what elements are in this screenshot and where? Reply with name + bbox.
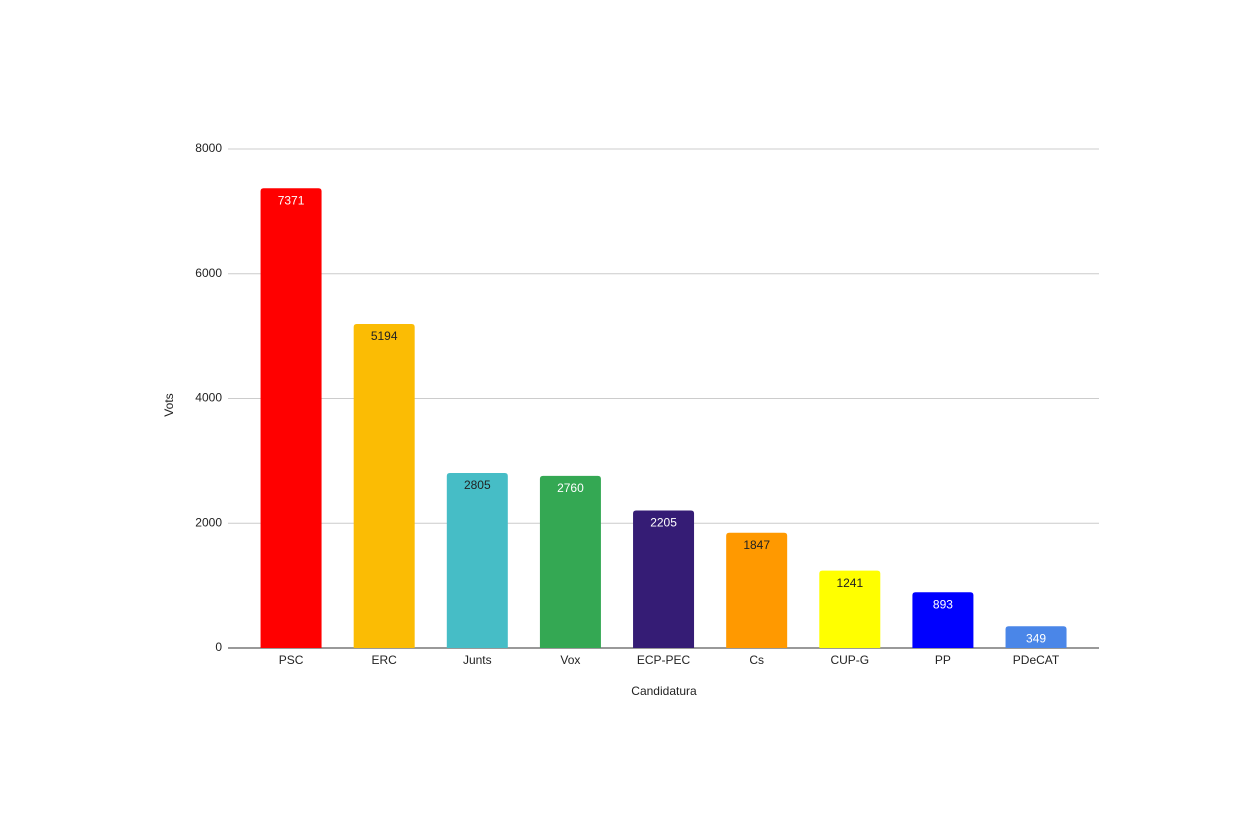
y-tick-label: 0 xyxy=(215,640,222,654)
y-tick-label: 6000 xyxy=(195,266,222,280)
x-tick-label: PSC xyxy=(279,653,304,667)
data-label: 2205 xyxy=(650,516,677,530)
x-tick-label: ERC xyxy=(372,653,398,667)
bar xyxy=(819,570,881,648)
y-tick-label: 2000 xyxy=(195,515,222,529)
data-label: 1241 xyxy=(836,576,863,590)
data-label: 893 xyxy=(933,597,953,611)
bar xyxy=(726,532,788,648)
data-label: 7371 xyxy=(278,193,305,207)
x-tick-label: Cs xyxy=(749,653,764,667)
bar xyxy=(353,324,415,648)
bar xyxy=(260,188,322,648)
data-label: 2805 xyxy=(464,478,491,492)
x-tick-label: PDeCAT xyxy=(1013,653,1060,667)
data-label: 5194 xyxy=(371,329,398,343)
data-label: 2760 xyxy=(557,481,584,495)
x-tick-label: Junts xyxy=(463,653,492,667)
y-tick-label: 4000 xyxy=(195,391,222,405)
y-axis-title: Vots xyxy=(162,393,176,416)
bar xyxy=(539,475,601,648)
x-tick-label: CUP-G xyxy=(830,653,869,667)
x-axis-title: Candidatura xyxy=(631,684,697,698)
data-label: 1847 xyxy=(743,538,770,552)
bar xyxy=(1005,626,1067,648)
x-tick-label: Vox xyxy=(560,653,580,667)
x-tick-label: PP xyxy=(935,653,951,667)
bar xyxy=(446,473,508,648)
x-tick-label: ECP-PEC xyxy=(637,653,691,667)
bar xyxy=(633,510,695,648)
bar xyxy=(912,592,974,648)
data-label: 349 xyxy=(1026,631,1046,645)
y-tick-label: 8000 xyxy=(195,141,222,155)
